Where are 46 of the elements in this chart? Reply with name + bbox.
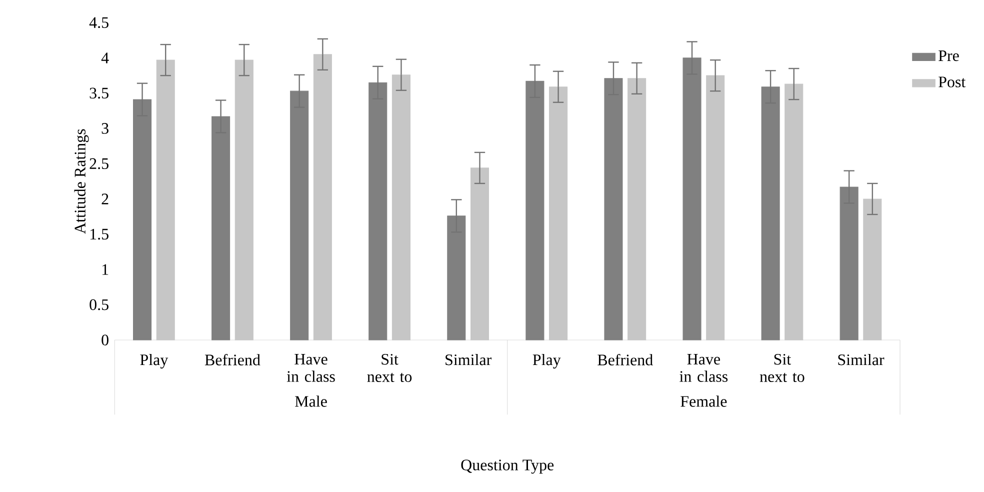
x-tick-label: Play [140, 354, 168, 369]
y-tick-label: 1 [102, 264, 108, 275]
x-tick-label: Sit next to [367, 354, 412, 382]
bar [447, 216, 466, 340]
y-tick-label: 2 [102, 194, 108, 204]
bar [628, 78, 646, 340]
bar [368, 82, 388, 340]
y-tick-label: 3 [102, 123, 108, 134]
x-tick-label: Sit next to [760, 354, 804, 382]
bar [526, 80, 544, 340]
y-tick-label: 4 [101, 52, 109, 64]
y-tick-label: 3.5 [90, 88, 108, 99]
bar [290, 90, 309, 340]
x-tick-label: Similar [838, 354, 884, 366]
y-axis-title: Attitude Ratings [74, 129, 89, 234]
y-tick-label: 2.5 [90, 158, 108, 170]
bar [706, 75, 725, 340]
bar [392, 74, 410, 340]
bar [133, 99, 152, 340]
legend-label: Post [938, 76, 966, 88]
bar [682, 58, 702, 340]
bar [863, 198, 882, 340]
x-tick-label: Have in class [680, 354, 728, 382]
y-tick-label: 1.5 [90, 228, 108, 240]
y-tick-label: 0.5 [90, 299, 108, 310]
bar [604, 78, 623, 340]
bar [313, 54, 332, 340]
x-axis-title: Question Type [461, 460, 554, 474]
text: Male [295, 396, 327, 407]
x-tick-label: Befriend [598, 354, 653, 366]
x-tick-label: Befriend [204, 354, 260, 366]
x-tick-label: Have in class [286, 354, 335, 382]
bar [840, 186, 858, 340]
x-tick-label: Play [532, 354, 561, 369]
legend-label: Pre [938, 50, 959, 62]
bar [470, 168, 490, 340]
y-tick-label: 4.5 [89, 17, 108, 28]
bar [234, 60, 254, 340]
y-tick-label: 0 [102, 334, 108, 346]
bar [156, 60, 175, 340]
bar [212, 116, 230, 340]
bar [549, 86, 568, 340]
bar [784, 84, 804, 340]
text: Female [680, 396, 727, 407]
bar [761, 86, 780, 340]
x-tick-label: Similar [446, 354, 492, 366]
